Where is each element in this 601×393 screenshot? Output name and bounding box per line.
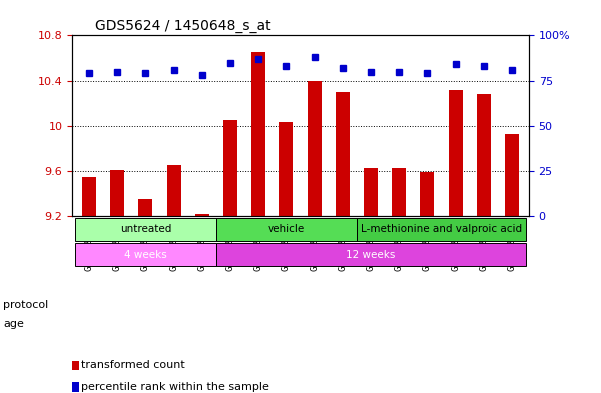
Bar — [82, 177, 96, 216]
Bar — [420, 172, 435, 216]
Text: transformed count: transformed count — [81, 360, 185, 371]
Text: 12 weeks: 12 weeks — [346, 250, 395, 259]
Text: protocol: protocol — [3, 299, 48, 310]
Bar — [477, 94, 491, 216]
Bar — [364, 168, 378, 216]
Text: age: age — [3, 319, 24, 329]
Bar — [223, 120, 237, 216]
FancyBboxPatch shape — [216, 218, 357, 241]
Bar — [448, 90, 463, 216]
FancyBboxPatch shape — [75, 243, 216, 266]
FancyBboxPatch shape — [357, 218, 526, 241]
Bar — [308, 81, 322, 216]
FancyBboxPatch shape — [75, 218, 216, 241]
Bar — [166, 165, 181, 216]
Bar — [110, 170, 124, 216]
Text: vehicle: vehicle — [268, 224, 305, 234]
FancyBboxPatch shape — [216, 243, 526, 266]
Text: 4 weeks: 4 weeks — [124, 250, 167, 259]
Text: untreated: untreated — [120, 224, 171, 234]
Bar — [138, 199, 153, 216]
Bar — [505, 134, 519, 216]
Text: percentile rank within the sample: percentile rank within the sample — [81, 382, 269, 392]
Bar — [195, 214, 209, 216]
Bar — [279, 123, 293, 216]
Bar — [336, 92, 350, 216]
Bar — [251, 52, 265, 216]
Text: L-methionine and valproic acid: L-methionine and valproic acid — [361, 224, 522, 234]
Bar — [392, 168, 406, 216]
Text: GDS5624 / 1450648_s_at: GDS5624 / 1450648_s_at — [95, 19, 270, 33]
